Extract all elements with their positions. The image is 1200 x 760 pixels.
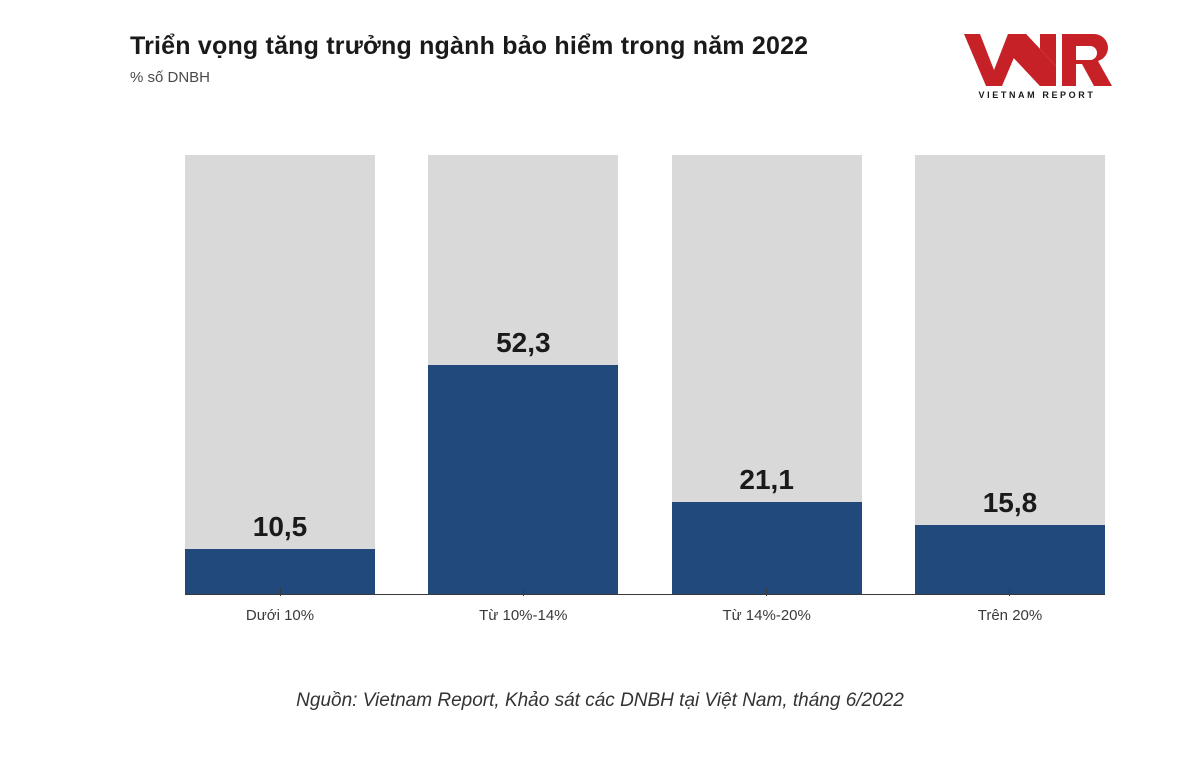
x-axis-tick bbox=[766, 588, 767, 596]
bar-value-label: 52,3 bbox=[428, 327, 618, 359]
chart-page: Triển vọng tăng trưởng ngành bảo hiểm tr… bbox=[0, 0, 1200, 760]
x-axis-tick bbox=[1009, 588, 1010, 596]
x-axis-tick bbox=[523, 588, 524, 596]
x-axis-label: Trên 20% bbox=[915, 607, 1105, 624]
vnr-logo-mark bbox=[962, 30, 1112, 88]
bar-value-label: 15,8 bbox=[915, 487, 1105, 519]
vnr-logo: VIETNAM REPORT bbox=[952, 30, 1122, 100]
bar-fill bbox=[915, 525, 1105, 595]
x-axis-label: Từ 10%-14% bbox=[428, 607, 618, 624]
bar-value-label: 10,5 bbox=[185, 511, 375, 543]
x-axis-line bbox=[185, 594, 1105, 595]
bar-slot: 21,1 bbox=[672, 155, 862, 595]
bar-chart: 10,552,321,115,8 Dưới 10%Từ 10%-14%Từ 14… bbox=[185, 155, 1105, 620]
x-axis-tick bbox=[280, 588, 281, 596]
bar-slot: 52,3 bbox=[428, 155, 618, 595]
bar-background: 15,8 bbox=[915, 155, 1105, 595]
chart-source: Nguồn: Vietnam Report, Khảo sát các DNBH… bbox=[0, 690, 1200, 712]
bar-background: 10,5 bbox=[185, 155, 375, 595]
bar-slot: 10,5 bbox=[185, 155, 375, 595]
vnr-logo-text: VIETNAM REPORT bbox=[952, 90, 1122, 100]
x-axis-label: Dưới 10% bbox=[185, 607, 375, 624]
x-axis-label: Từ 14%-20% bbox=[672, 607, 862, 624]
bar-slot: 15,8 bbox=[915, 155, 1105, 595]
bar-fill bbox=[428, 365, 618, 595]
bar-value-label: 21,1 bbox=[672, 464, 862, 496]
bar-background: 21,1 bbox=[672, 155, 862, 595]
bar-fill bbox=[672, 502, 862, 595]
bar-background: 52,3 bbox=[428, 155, 618, 595]
